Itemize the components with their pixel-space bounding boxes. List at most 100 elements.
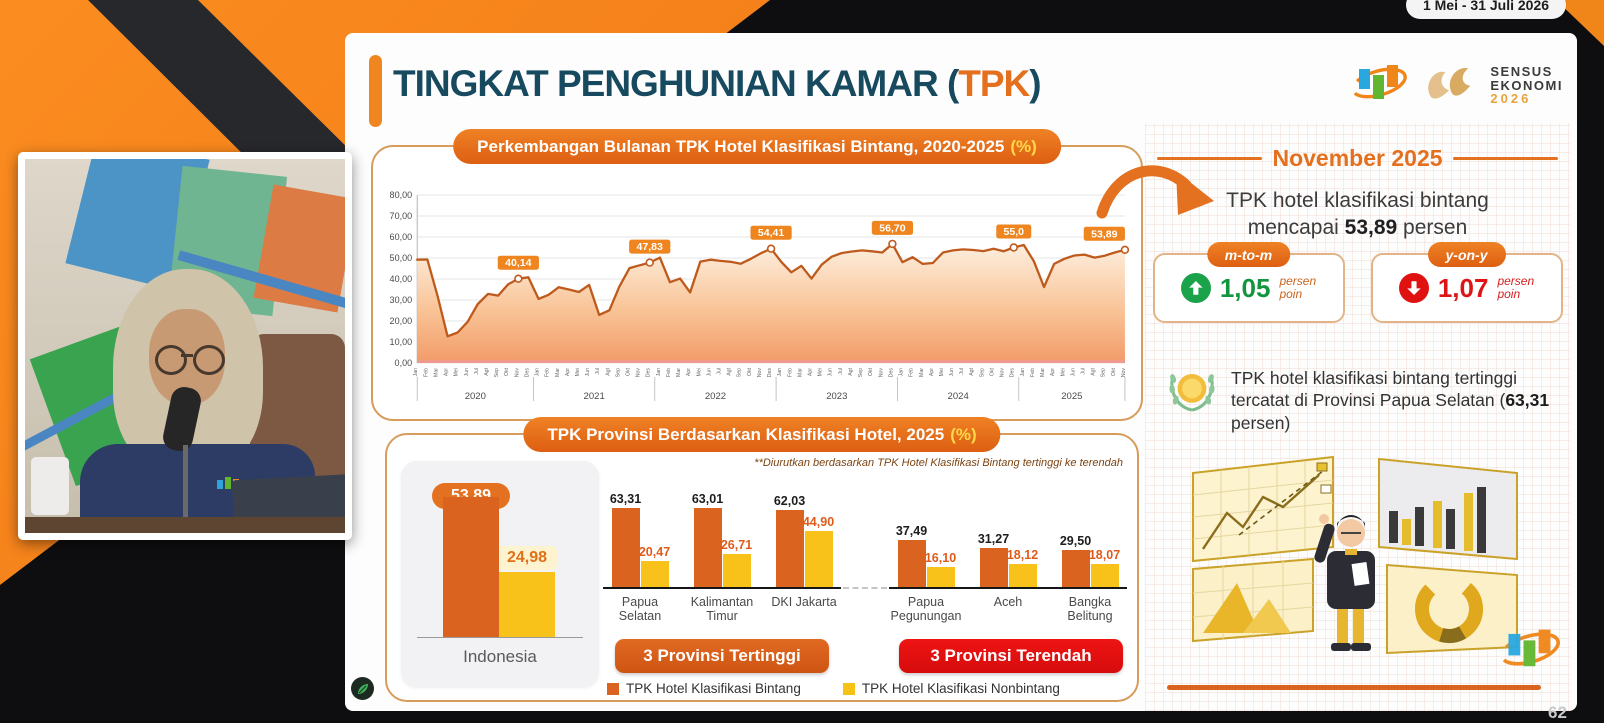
record-text: TPK hotel klasifikasi bintang tertinggi … bbox=[1231, 367, 1557, 434]
svg-text:50,00: 50,00 bbox=[390, 253, 413, 263]
record-post: persen) bbox=[1231, 412, 1291, 433]
svg-text:Des: Des bbox=[646, 368, 652, 378]
svg-text:Apr: Apr bbox=[929, 368, 935, 376]
highlight-section: November 2025 TPK hotel klasifikasi bint… bbox=[1145, 123, 1570, 711]
svg-text:Feb: Feb bbox=[787, 368, 793, 377]
summary-text: TPK hotel klasifikasi bintang mencapai 5… bbox=[1145, 187, 1570, 242]
svg-text:56,70: 56,70 bbox=[879, 222, 906, 234]
svg-text:Sep: Sep bbox=[979, 368, 985, 377]
svg-text:Jan: Jan bbox=[656, 368, 662, 376]
bps-logo-icon bbox=[1348, 57, 1410, 114]
svg-text:Apr: Apr bbox=[1050, 368, 1056, 376]
slide-canvas: TINGKAT PENGHUNIAN KAMAR (TPK) SENSUS EK… bbox=[345, 33, 1577, 711]
bar-chart-header-unit: (%) bbox=[950, 424, 977, 444]
svg-text:Des: Des bbox=[888, 368, 894, 378]
stat-cards-row: m-to-m 1,05 persen poin y-on-y 1,07 pers… bbox=[1145, 242, 1570, 323]
nonbintang-swatch-icon bbox=[842, 682, 855, 695]
sensus-ekonomi-logo-text: SENSUS EKONOMI 2026 bbox=[1490, 65, 1563, 106]
mtm-value: 1,05 bbox=[1219, 272, 1271, 303]
svg-text:Okt: Okt bbox=[1111, 367, 1117, 376]
svg-text:Mei: Mei bbox=[696, 368, 702, 376]
province-bar-pair: 63,01 26,71 bbox=[685, 492, 759, 587]
indonesia-bintang-bar bbox=[443, 496, 499, 637]
svg-text:2024: 2024 bbox=[948, 391, 970, 402]
lowest-provinces-bars: 37,49 16,10 31,27 18,12 29,50 18,07 bbox=[889, 487, 1127, 589]
svg-text:Mei: Mei bbox=[818, 368, 824, 376]
logo-cluster: SENSUS EKONOMI 2026 bbox=[1348, 57, 1563, 114]
svg-text:Jul: Jul bbox=[1081, 368, 1087, 375]
mtm-unit2: poin bbox=[1279, 287, 1303, 301]
mtm-pill: m-to-m bbox=[1206, 242, 1291, 267]
svg-text:Nov: Nov bbox=[878, 368, 884, 378]
legend-item-bintang: TPK Hotel Klasifikasi Bintang bbox=[607, 681, 801, 696]
svg-text:Des: Des bbox=[1010, 368, 1016, 378]
svg-text:Jan: Jan bbox=[898, 368, 904, 376]
svg-text:Agt: Agt bbox=[1091, 367, 1097, 375]
svg-text:Mar: Mar bbox=[919, 368, 925, 377]
svg-text:Jul: Jul bbox=[595, 368, 601, 375]
svg-text:Jul: Jul bbox=[959, 368, 965, 375]
svg-text:60,00: 60,00 bbox=[390, 232, 413, 242]
highest-provinces-group: 63,31 20,47 63,01 26,71 62,03 44,90 Papua Sela… bbox=[603, 487, 841, 624]
highest-provinces-labels: Papua Selatan Kalimantan Timur DKI Jakarta bbox=[603, 595, 841, 624]
province-bar-panel: TPK Provinsi Berdasarkan Klasifikasi Hot… bbox=[385, 417, 1139, 702]
svg-text:Jan: Jan bbox=[413, 368, 419, 376]
svg-text:Apr: Apr bbox=[686, 368, 692, 376]
header-rule-left bbox=[1157, 156, 1263, 161]
svg-text:Agt: Agt bbox=[605, 367, 611, 375]
svg-text:Jun: Jun bbox=[464, 368, 470, 376]
yoy-pill: y-on-y bbox=[1427, 242, 1506, 267]
svg-text:Agt: Agt bbox=[969, 367, 975, 375]
yoy-units: persen poin bbox=[1497, 274, 1534, 301]
indonesia-nonbintang-bar bbox=[499, 572, 555, 637]
lowest-provinces-group: 37,49 16,10 31,27 18,12 29,50 18,07 Papua Pegu… bbox=[889, 487, 1127, 624]
svg-text:Apr: Apr bbox=[565, 368, 571, 376]
header-rule-right bbox=[1452, 156, 1559, 161]
page-title-text: TINGKAT PENGHUNIAN KAMAR ( bbox=[393, 63, 959, 104]
mtm-unit1: persen bbox=[1279, 273, 1317, 288]
svg-text:Okt: Okt bbox=[990, 367, 996, 376]
svg-text:Agt: Agt bbox=[848, 367, 854, 375]
svg-text:Feb: Feb bbox=[423, 368, 429, 377]
monthly-line-chart-panel: Perkembangan Bulanan TPK Hotel Klasifika… bbox=[371, 129, 1143, 421]
province-bar-pair: 62,03 44,90 bbox=[767, 494, 841, 587]
glasses-icon bbox=[155, 345, 187, 375]
svg-text:Jan: Jan bbox=[535, 368, 541, 376]
title-accent-bar bbox=[369, 55, 382, 127]
highest-provinces-badge: 3 Provinsi Tertinggi bbox=[615, 639, 829, 673]
svg-text:2025: 2025 bbox=[1061, 391, 1082, 402]
svg-text:Des: Des bbox=[767, 368, 773, 378]
sensus-ekonomi-swoosh-icon bbox=[1418, 59, 1482, 112]
yoy-value: 1,07 bbox=[1437, 272, 1489, 303]
svg-text:2020: 2020 bbox=[465, 391, 486, 402]
summary-line1: TPK hotel klasifikasi bintang bbox=[1226, 189, 1489, 212]
sensus-line1: SENSUS bbox=[1490, 64, 1553, 80]
lowest-provinces-badge: 3 Provinsi Terendah bbox=[899, 639, 1123, 673]
svg-text:Sep: Sep bbox=[737, 368, 743, 377]
svg-text:Okt: Okt bbox=[504, 367, 510, 376]
province-label: Aceh bbox=[993, 595, 1023, 609]
legend-bintang-label: TPK Hotel Klasifikasi Bintang bbox=[626, 681, 801, 696]
svg-text:10,00: 10,00 bbox=[390, 337, 413, 347]
record-value: 63,31 bbox=[1505, 390, 1550, 411]
svg-text:Sep: Sep bbox=[615, 368, 621, 377]
province-bar-pair: 37,49 16,10 bbox=[889, 524, 963, 587]
province-label: DKI Jakarta bbox=[771, 595, 837, 609]
drinking-cup bbox=[31, 457, 69, 515]
svg-text:Mei: Mei bbox=[1060, 368, 1066, 376]
statistician-illustration bbox=[1192, 455, 1518, 655]
page-title: TINGKAT PENGHUNIAN KAMAR (TPK) bbox=[393, 63, 1042, 105]
indonesia-summary-card: 53,89 24,98 Indonesia bbox=[401, 461, 599, 687]
svg-text:Des: Des bbox=[524, 368, 530, 378]
svg-text:Jul: Jul bbox=[474, 368, 480, 375]
svg-text:70,00: 70,00 bbox=[390, 211, 413, 221]
province-bar-pair: 63,31 20,47 bbox=[603, 492, 677, 587]
svg-text:Okt: Okt bbox=[626, 367, 632, 376]
svg-text:Nov: Nov bbox=[1121, 368, 1127, 378]
summary-value: 53,89 bbox=[1344, 216, 1398, 240]
province-bar-pair: 31,27 18,12 bbox=[971, 532, 1045, 587]
page-title-close: ) bbox=[1029, 63, 1041, 104]
svg-text:Mar: Mar bbox=[1040, 368, 1046, 377]
bar-chart-header: TPK Provinsi Berdasarkan Klasifikasi Hot… bbox=[523, 417, 1001, 452]
svg-text:Nov: Nov bbox=[636, 368, 642, 378]
